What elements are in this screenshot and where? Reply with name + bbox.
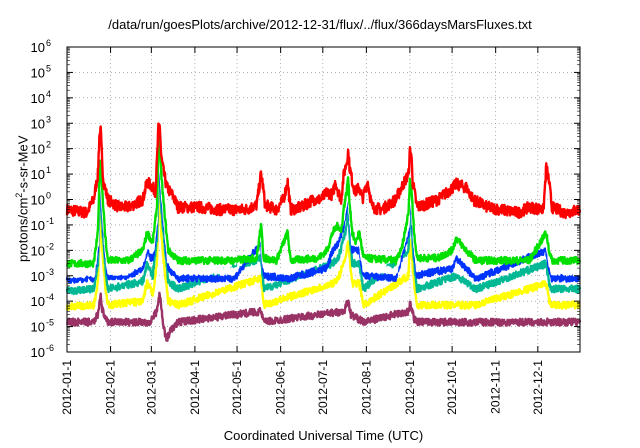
y-tick-exponent-5: -1 (46, 216, 54, 226)
x-tick-label-9: 2012-10-1 (445, 360, 459, 415)
x-tick-label-7: 2012-08-1 (359, 360, 373, 415)
y-axis-label-suffix: -s-sr-MeV (15, 135, 31, 193)
series-line-5 (65, 194, 581, 311)
y-tick-exponent-9: 3 (46, 114, 51, 124)
y-tick-exponent-3: -3 (46, 267, 54, 277)
x-tick-label-5: 2012-06-1 (274, 360, 288, 415)
y-tick-labels: 10 -610 -510 -410 -310 -210 -110 010 110 210 310 41… (31, 38, 54, 360)
x-tick-label-10: 2012-11-1 (489, 360, 503, 414)
y-axis-label-sup: 2 (14, 192, 24, 198)
x-tick-label-4: 2012-05-1 (230, 360, 244, 415)
series-layer (65, 122, 582, 342)
y-tick-label-3: 10 (31, 269, 45, 284)
series-line-1 (65, 136, 582, 269)
y-tick-label-4: 10 (31, 243, 45, 258)
x-tick-label-2: 2012-03-1 (144, 360, 158, 415)
y-tick-exponent-7: 1 (46, 165, 51, 175)
y-axis-label-prefix: protons/cm (15, 197, 31, 262)
chart-title: /data/run/goesPlots/archive/2012-12-31/f… (108, 17, 532, 32)
x-axis-label: Coordinated Universal Time (UTC) (223, 428, 424, 443)
y-tick-exponent-10: 4 (46, 89, 51, 99)
y-tick-label-12: 10 (31, 40, 45, 55)
x-tick-labels: 2012-01-1 2012-02-1 2012-03-1 2012-04-1 2012… (60, 360, 545, 415)
y-tick-label-9: 10 (31, 116, 45, 131)
y-tick-label-2: 10 (31, 294, 45, 309)
y-tick-exponent-8: 2 (46, 140, 51, 150)
y-axis-label: protons/cm2-s-sr-MeV (14, 136, 30, 262)
y-tick-label-1: 10 (31, 320, 45, 335)
y-tick-exponent-11: 5 (46, 63, 51, 73)
y-tick-label-8: 10 (31, 142, 45, 157)
y-tick-label-5: 10 (31, 218, 45, 233)
y-tick-exponent-6: 0 (46, 191, 51, 201)
y-tick-exponent-0: -6 (46, 343, 54, 353)
series-line-3 (65, 156, 581, 284)
y-tick-exponent-12: 6 (46, 38, 51, 48)
y-tick-label-0: 10 (31, 345, 45, 360)
x-tick-label-0: 2012-01-1 (60, 360, 74, 415)
series-line-2 (65, 150, 581, 279)
y-tick-label-6: 10 (31, 193, 45, 208)
x-tick-label-1: 2012-02-1 (104, 360, 118, 415)
y-tick-exponent-4: -2 (46, 241, 54, 251)
x-tick-label-6: 2012-07-1 (316, 360, 330, 415)
y-tick-exponent-1: -5 (46, 318, 54, 328)
x-tick-label-11: 2012-12-1 (531, 360, 545, 415)
series-line-4 (65, 172, 582, 296)
x-tick-label-3: 2012-04-1 (188, 360, 202, 415)
tick-marks (66, 46, 580, 353)
series-line-0 (65, 122, 582, 220)
y-tick-exponent-2: -4 (46, 292, 54, 302)
y-tick-label-10: 10 (31, 91, 45, 106)
x-tick-label-8: 2012-09-1 (403, 360, 417, 415)
y-tick-label-7: 10 (31, 167, 45, 182)
y-tick-label-11: 10 (31, 65, 45, 80)
series-line-6 (65, 291, 582, 342)
